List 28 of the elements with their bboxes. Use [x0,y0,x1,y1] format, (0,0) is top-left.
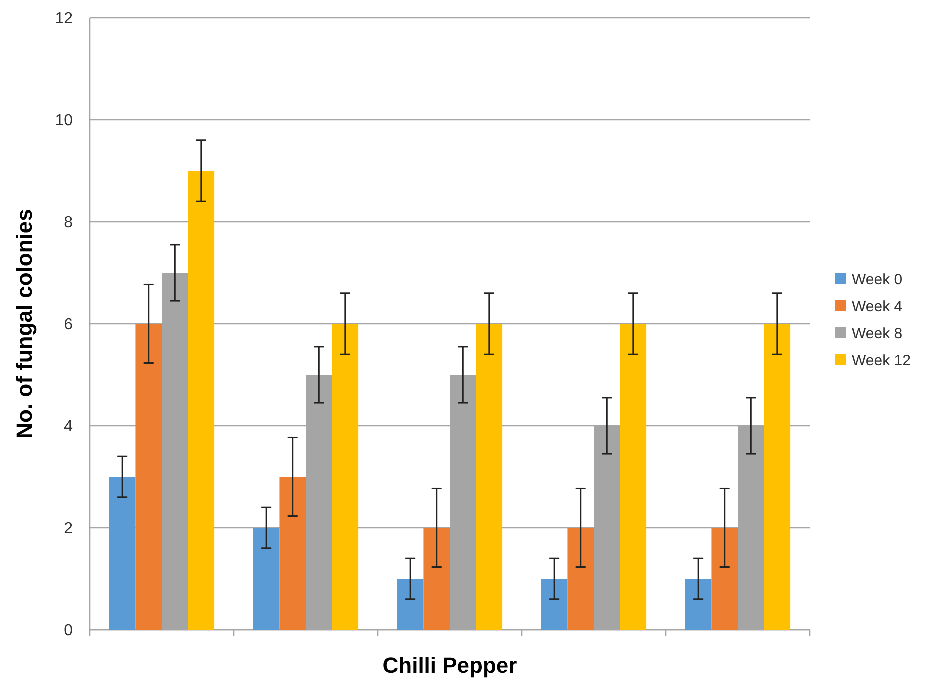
bar [397,579,424,630]
bar [620,324,647,630]
bar [764,324,791,630]
bar [188,171,215,630]
bar [476,324,503,630]
y-tick-label: 2 [64,520,74,538]
bar [424,528,450,630]
legend-label: Week 4 [852,298,903,316]
bar [280,477,306,630]
bar [109,477,136,630]
bar [712,528,738,630]
y-tick-label: 8 [64,214,74,232]
bar [568,528,594,630]
bar [253,528,280,630]
y-tick-label: 12 [55,10,74,28]
bar [332,324,359,630]
y-tick-label: 4 [64,418,74,436]
bar [541,579,568,630]
y-tick-label: 6 [64,316,74,334]
bar [685,579,712,630]
legend-label: Week 8 [852,325,903,342]
legend-label: Week 12 [852,352,911,370]
x-axis-title: Chilli Pepper [382,653,518,678]
legend-label: Week 0 [852,271,903,288]
y-axis-title: No. of fungal colonies [12,209,37,439]
y-tick-label: 0 [64,622,74,640]
bar [136,324,162,630]
y-tick-label: 10 [55,112,74,130]
